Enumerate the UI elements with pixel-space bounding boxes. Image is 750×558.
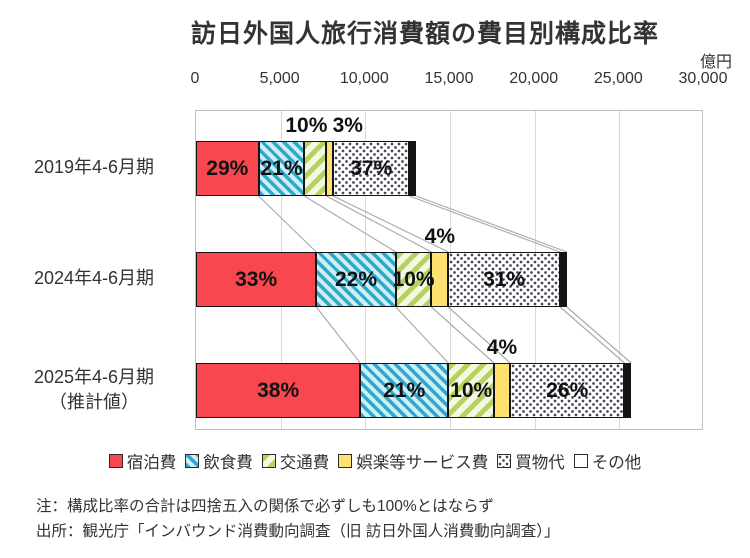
legend-item: その他	[573, 449, 642, 473]
legend-label: 宿泊費	[126, 454, 177, 472]
segment-percent-label: 22%	[334, 267, 378, 291]
segment-percent-label: 38%	[257, 378, 300, 402]
segment-percent-label: 10%	[450, 378, 493, 402]
bar-segment-3: 10%	[448, 363, 495, 418]
segment-percent-label: 33%	[235, 267, 278, 291]
plot-area: 29% 21% 37% 33% 22% 10% 31% 38% 21% 10% 26% 10% 3% 4…	[195, 110, 703, 430]
legend-item: 買物代	[497, 449, 565, 473]
segment-percent-label: 31%	[483, 267, 526, 291]
connector-line	[332, 195, 449, 253]
bar-segment-3	[304, 141, 327, 196]
segment-percent-label: 10%	[392, 267, 435, 291]
bar-segment-4	[431, 252, 449, 307]
legend-item: 飲食費	[185, 449, 253, 473]
bar-segment-3: 10%	[392, 252, 435, 307]
legend-label: その他	[591, 454, 642, 472]
legend-item: 宿泊費	[108, 449, 177, 473]
legend-label: 交通費	[279, 454, 330, 472]
legend-item: 娯楽等サービス費	[338, 449, 488, 473]
segment-percent-label: 26%	[546, 378, 589, 402]
x-axis-tick: 30,000	[678, 70, 728, 87]
category-label-line: 2024年4-6月期	[33, 268, 155, 288]
chart-title: 訪日外国人旅行消費額の費目別構成比率	[190, 20, 659, 48]
category-label: 2019年4-6月期	[0, 140, 188, 195]
legend: 宿泊費 飲食費 交通費 娯楽等サービス費 買物代 その他	[0, 448, 750, 474]
category-label-line: 2019年4-6月期	[33, 157, 155, 177]
bar-segment-1: 29%	[196, 141, 259, 196]
bar-segment-2: 21%	[258, 141, 305, 196]
footnote-rounding: 注：構成比率の合計は四捨五入の関係で必ずしも100%とはならず	[36, 498, 494, 515]
bar-segment-4	[494, 363, 511, 418]
above-percent-label: 4%	[486, 336, 518, 359]
connector-line	[430, 306, 495, 364]
footnote-source: 出所：観光庁「インバウンド消費動向調査（旧 訪日外国人消費動向調査）」	[36, 523, 560, 540]
connector-line	[315, 306, 361, 364]
connector-line	[258, 195, 317, 253]
bar-segment-5: 37%	[333, 141, 410, 196]
bar-segment-5: 31%	[448, 252, 561, 307]
x-axis-tick: 20,000	[509, 70, 559, 87]
above-percent-label: 4%	[424, 225, 456, 248]
category-label: 2025年4-6月期 （推計値）	[0, 350, 188, 429]
connector-line	[566, 306, 632, 364]
connector-line	[409, 195, 561, 253]
connector-line	[326, 195, 432, 253]
above-percent-label: 10%	[285, 114, 328, 137]
connector-line	[559, 306, 625, 364]
bar-segment-5: 26%	[510, 363, 625, 418]
segment-percent-label: 37%	[350, 156, 393, 180]
connector-line	[415, 195, 568, 253]
legend-label: 娯楽等サービス費	[356, 454, 489, 472]
legend-label: 飲食費	[203, 454, 253, 472]
connector-line	[395, 306, 449, 364]
bar-row: 38% 21% 10% 26%	[196, 363, 704, 418]
x-axis-tick: 5,000	[259, 70, 300, 87]
x-axis-tick: 15,000	[424, 70, 474, 87]
legend-swatch-6	[573, 454, 588, 468]
x-axis-tick: 0	[190, 70, 200, 87]
bar-row: 29% 21% 37%	[196, 141, 704, 196]
bar-segment-6	[624, 363, 632, 418]
bar-segment-6	[560, 252, 567, 307]
legend-swatch-3	[261, 454, 276, 468]
bar-segment-6	[409, 141, 417, 196]
category-label-line: 2025年4-6月期	[33, 366, 155, 387]
category-sublabel-line: （推計値）	[49, 391, 139, 412]
x-axis-tick: 10,000	[339, 70, 389, 87]
legend-swatch-2	[185, 454, 200, 468]
bar-row: 33% 22% 10% 31%	[196, 252, 704, 307]
series-connector-lines	[258, 195, 632, 364]
category-label: 2024年4-6月期	[0, 251, 188, 306]
legend-label: 買物代	[515, 454, 565, 472]
bar-segment-4	[326, 141, 334, 196]
bar-segment-2: 22%	[316, 252, 396, 307]
gridline	[619, 111, 621, 429]
legend-swatch-4	[338, 454, 353, 468]
connector-line	[304, 195, 397, 253]
legend-swatch-1	[108, 454, 123, 468]
above-percent-label: 3%	[332, 114, 363, 137]
axis-unit-label: 億円	[699, 54, 732, 71]
segment-percent-label: 29%	[206, 156, 249, 180]
connector-line	[447, 306, 511, 364]
bar-segment-1: 33%	[196, 252, 317, 307]
bar-segment-2: 21%	[360, 363, 449, 418]
legend-item: 交通費	[261, 449, 330, 473]
bar-segment-1: 38%	[196, 363, 361, 418]
segment-percent-label: 21%	[383, 378, 426, 402]
x-axis-tick: 25,000	[593, 70, 643, 87]
legend-swatch-5	[497, 454, 512, 468]
segment-percent-label: 21%	[260, 156, 303, 180]
